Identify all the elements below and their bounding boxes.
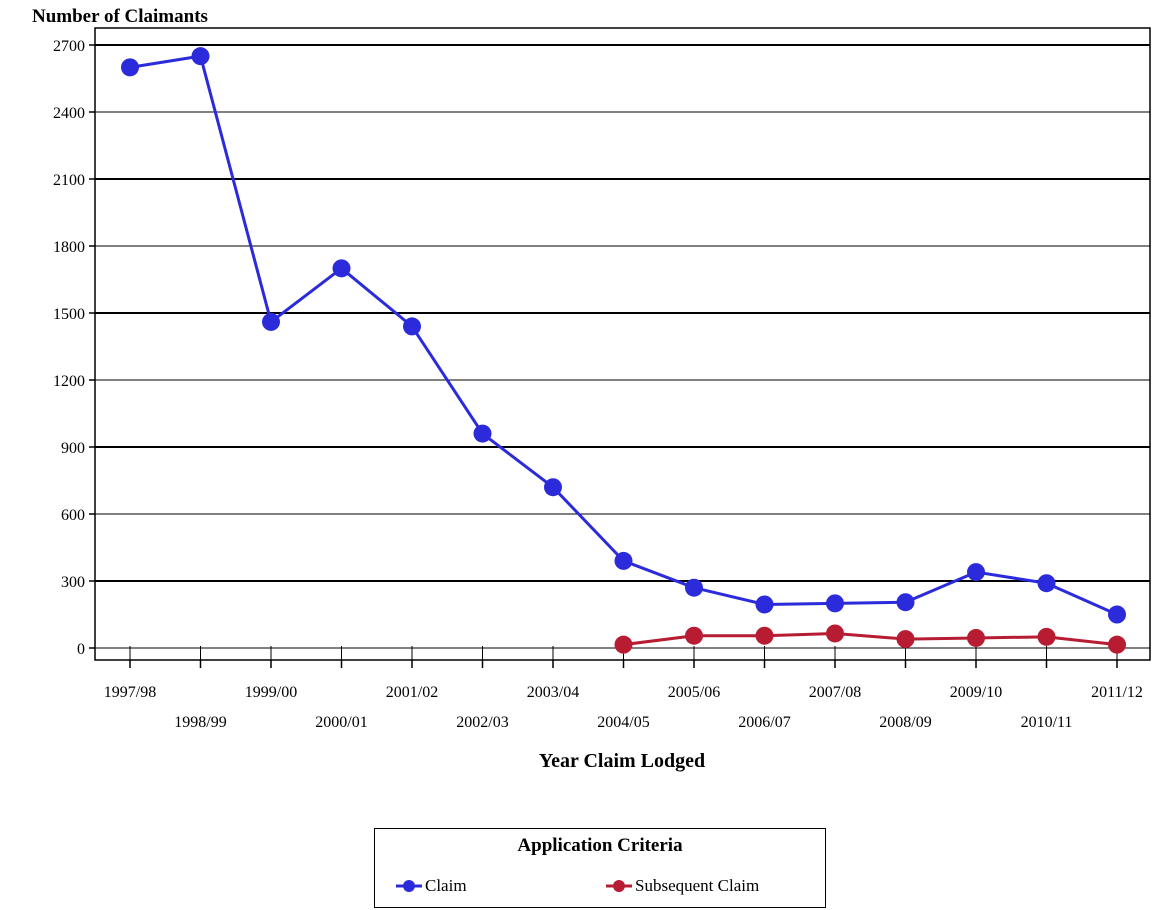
legend-marker-subsequent-claim bbox=[606, 880, 632, 892]
y-tick-label: 1800 bbox=[53, 239, 85, 256]
legend-marker-claim bbox=[396, 880, 422, 892]
x-tick-label: 2010/11 bbox=[1021, 714, 1073, 731]
x-tick-label: 2002/03 bbox=[456, 714, 508, 731]
data-point bbox=[896, 630, 915, 649]
data-point bbox=[614, 635, 633, 654]
plot-frame bbox=[94, 27, 1151, 661]
legend: Application Criteria Claim Subsequent Cl… bbox=[374, 828, 826, 908]
legend-item-subsequent-claim: Subsequent Claim bbox=[605, 875, 759, 897]
series-subsequent-claim bbox=[614, 624, 1126, 654]
legend-title: Application Criteria bbox=[517, 835, 683, 856]
x-tick-label: 1999/00 bbox=[245, 684, 297, 701]
series-layer bbox=[121, 47, 1126, 654]
y-tick-label: 900 bbox=[61, 440, 85, 457]
axes bbox=[94, 27, 1151, 661]
legend-label-claim: Claim bbox=[425, 876, 467, 895]
y-tick-label: 0 bbox=[77, 641, 85, 658]
data-point bbox=[1108, 635, 1126, 654]
legend-label-subsequent-claim: Subsequent Claim bbox=[635, 876, 760, 895]
legend-item-claim: Claim bbox=[395, 875, 467, 897]
data-point bbox=[403, 317, 421, 336]
y-tick-label: 1200 bbox=[53, 373, 85, 390]
x-tick-label: 2007/08 bbox=[809, 684, 861, 701]
data-point bbox=[685, 626, 703, 645]
data-point bbox=[755, 595, 774, 614]
x-tick-label: 2005/06 bbox=[668, 684, 720, 701]
y-tick-label: 300 bbox=[61, 574, 85, 591]
x-tick-label: 2009/10 bbox=[950, 684, 1002, 701]
data-point bbox=[1037, 627, 1056, 646]
x-tick-label: 2003/04 bbox=[527, 684, 579, 701]
data-point bbox=[1108, 605, 1126, 624]
x-tick-label: 2004/05 bbox=[597, 714, 649, 731]
data-point bbox=[121, 58, 139, 77]
y-tick-label: 2700 bbox=[53, 38, 85, 55]
x-tick-label: 2006/07 bbox=[738, 714, 790, 731]
data-point bbox=[332, 259, 351, 278]
data-point bbox=[685, 578, 703, 597]
series-claim bbox=[121, 47, 1126, 624]
x-tick-label: 1998/99 bbox=[174, 714, 226, 731]
x-tick-label: 2011/12 bbox=[1091, 684, 1143, 701]
data-point bbox=[755, 626, 774, 645]
data-point bbox=[614, 551, 633, 570]
y-tick-label: 1500 bbox=[53, 306, 85, 323]
series-line bbox=[623, 631, 1118, 647]
y-tick-label: 2400 bbox=[53, 105, 85, 122]
data-point bbox=[967, 628, 985, 647]
data-point bbox=[826, 624, 844, 643]
series-line bbox=[129, 54, 1118, 616]
y-tick-label: 600 bbox=[61, 507, 85, 524]
data-point bbox=[1037, 574, 1056, 593]
data-point bbox=[262, 312, 280, 331]
data-point bbox=[896, 593, 915, 612]
data-point bbox=[544, 478, 562, 497]
data-point bbox=[826, 594, 844, 613]
x-tick-label: 2008/09 bbox=[879, 714, 931, 731]
y-ticks: 0 300 600 900 1200 1500 1800 2100 2400 2700 bbox=[53, 38, 95, 658]
y-axis-title: Number of Claimants bbox=[32, 6, 208, 27]
x-ticks: 1997/98 1998/99 1999/00 2000/01 2001/02 2002/… bbox=[104, 646, 1143, 731]
y-tick-label: 2100 bbox=[53, 172, 85, 189]
data-point bbox=[967, 563, 985, 582]
x-tick-label: 2001/02 bbox=[386, 684, 438, 701]
data-point bbox=[473, 424, 492, 443]
x-tick-label: 1997/98 bbox=[104, 684, 156, 701]
x-tick-label: 2000/01 bbox=[315, 714, 367, 731]
data-point bbox=[191, 47, 210, 66]
x-axis-title: Year Claim Lodged bbox=[538, 750, 706, 772]
